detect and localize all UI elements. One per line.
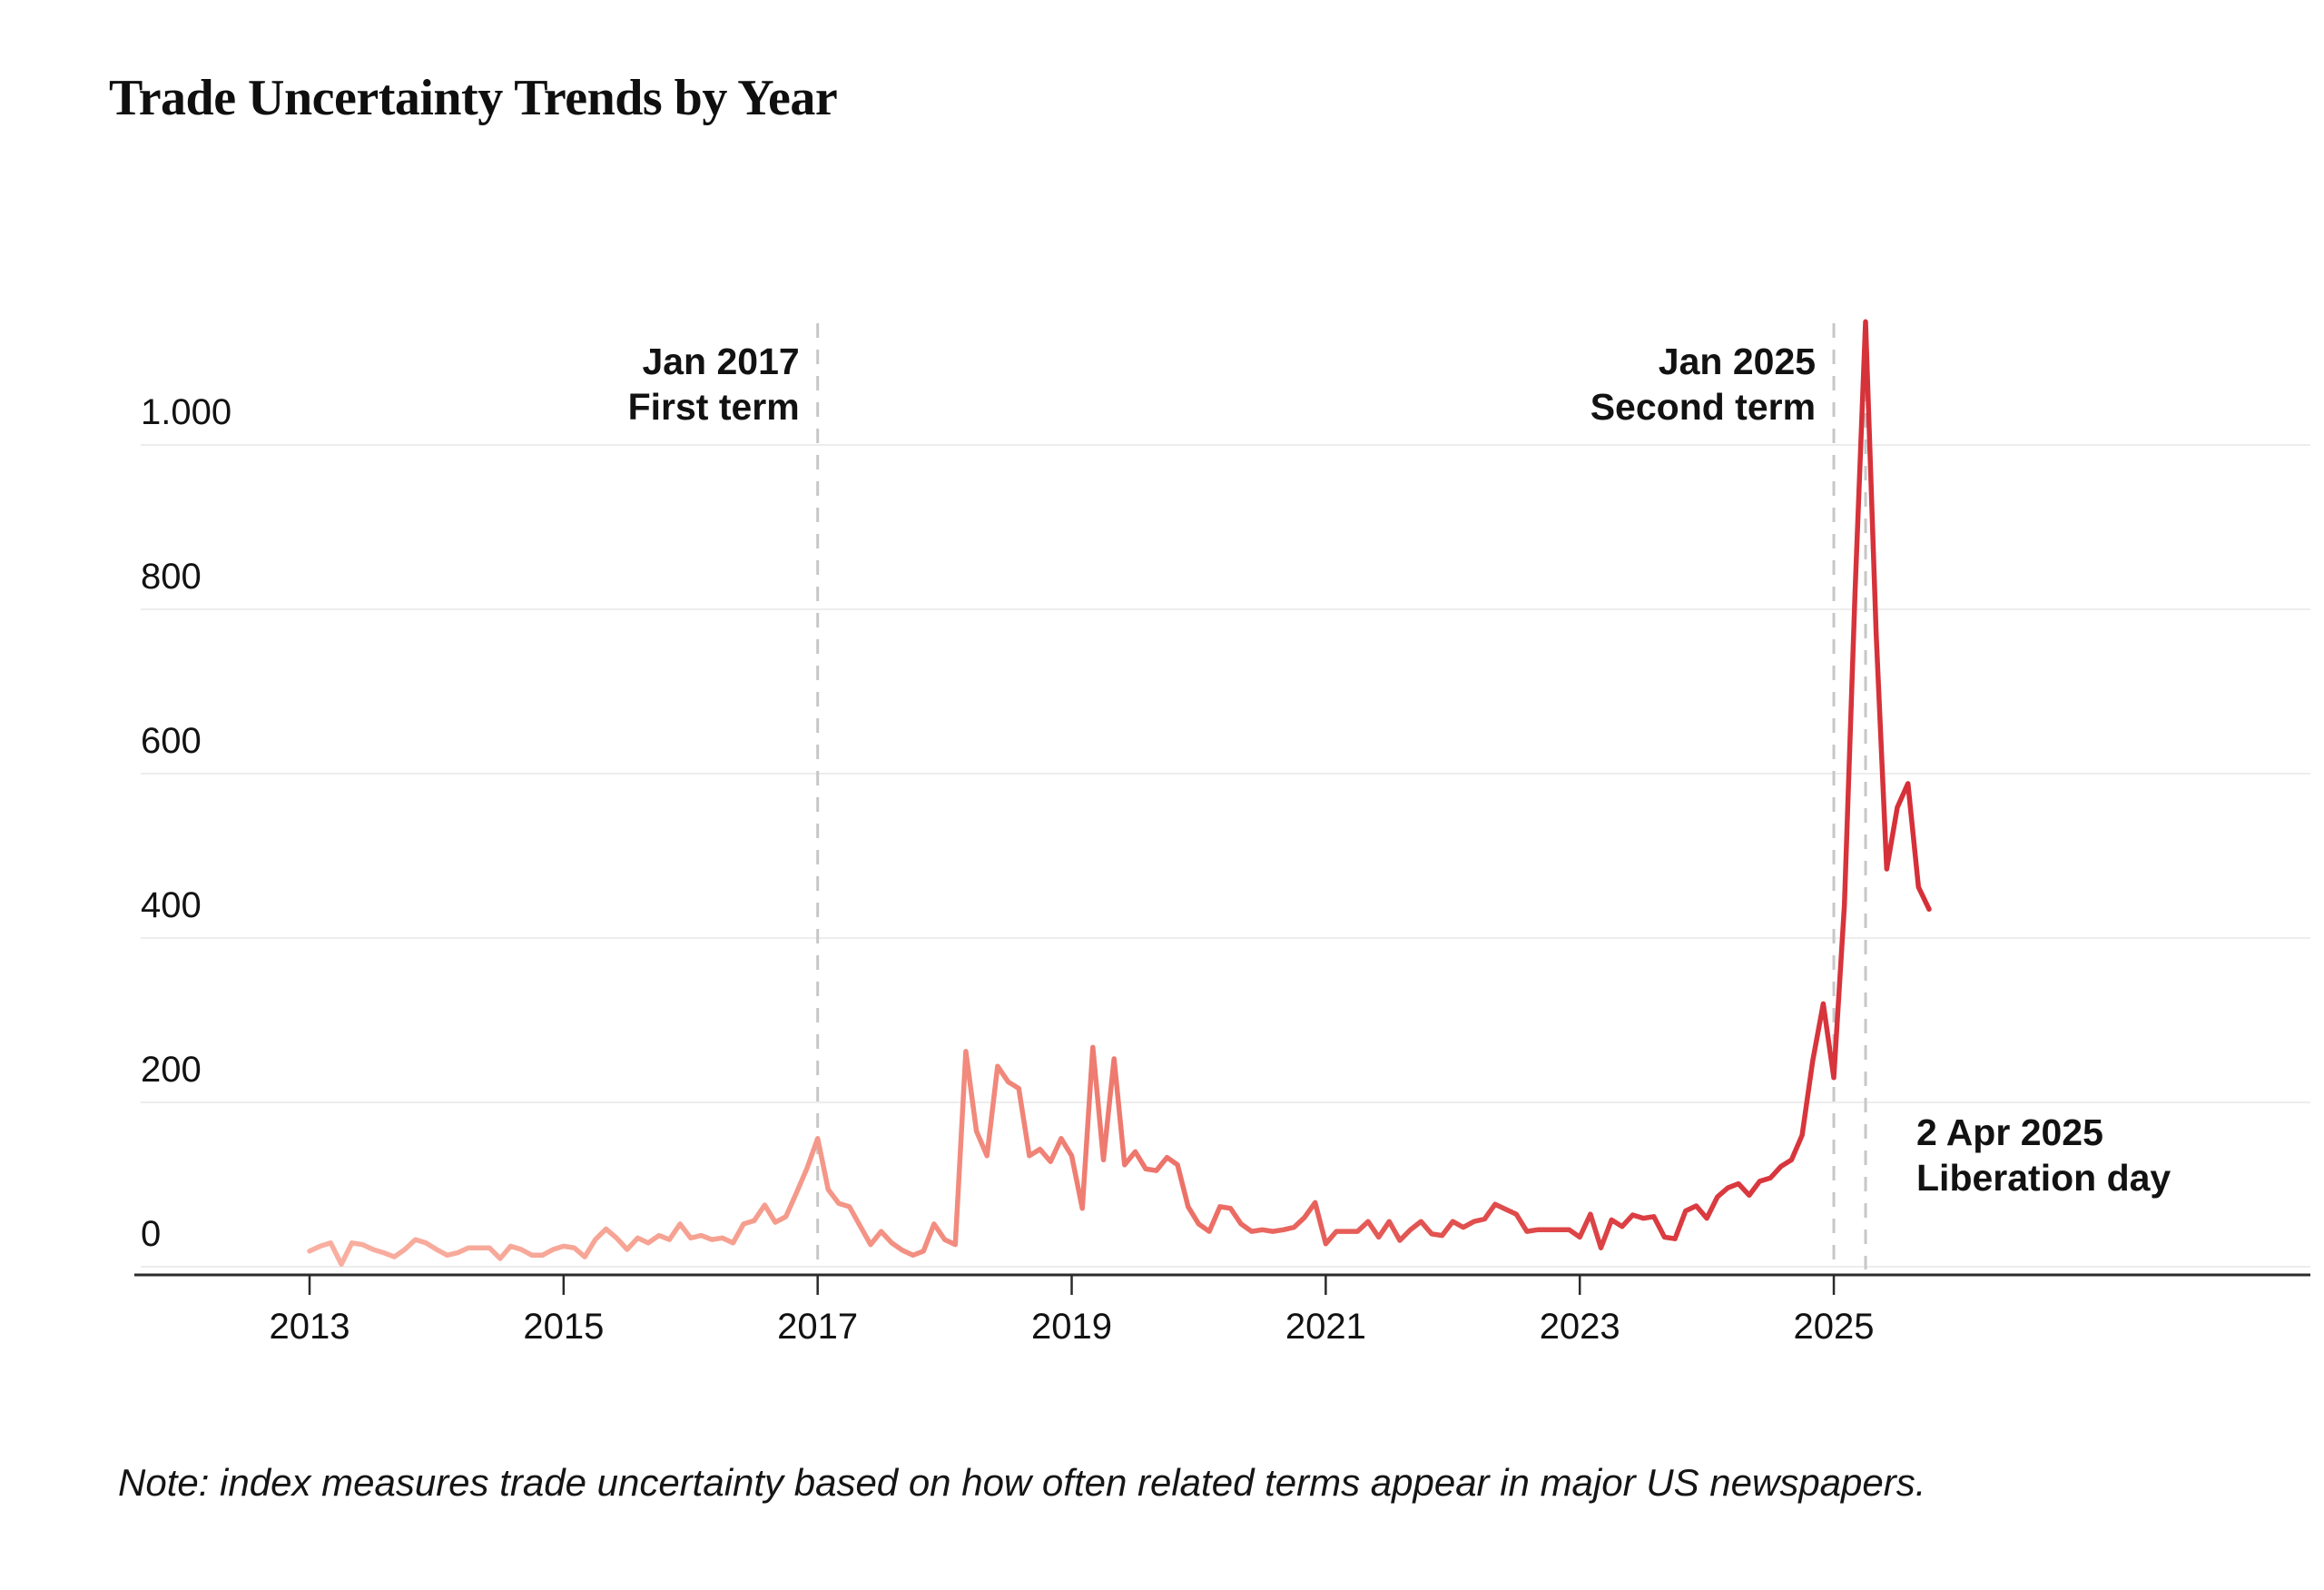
y-axis-tick-label: 400 [141,885,202,925]
x-axis-tick-label: 2023 [1539,1307,1620,1347]
y-axis-tick-label: 600 [141,721,202,761]
chart-note: Note: index measures trade uncertainty b… [118,1461,1926,1504]
y-axis-tick-label: 800 [141,557,202,597]
annotation-line: 2 Apr 2025 [1916,1111,2103,1153]
y-axis-tick-label: 0 [141,1214,162,1254]
x-axis-tick-label: 2017 [777,1307,859,1347]
annotation-line: First term [627,386,800,428]
annotation-line: Second term [1590,386,1817,428]
x-axis-tick-label: 2025 [1793,1307,1875,1347]
annotation-line: Jan 2025 [1658,341,1817,382]
y-axis-tick-label: 200 [141,1050,202,1090]
y-axis-tick-label: 1.000 [141,392,232,432]
x-axis-tick-label: 2021 [1285,1307,1366,1347]
annotation-jan-2017: Jan 2017 First term [628,339,800,430]
annotation-liberation-day: 2 Apr 2025 Liberation day [1916,1110,2171,1200]
chart-title: Trade Uncertainty Trends by Year [109,70,838,126]
annotation-line: Jan 2017 [642,341,800,382]
x-axis-tick-label: 2019 [1031,1307,1112,1347]
trade-uncertainty-line [307,319,1932,1268]
annotation-line: Liberation day [1916,1157,2171,1199]
annotation-jan-2025: Jan 2025 Second term [1590,339,1816,430]
x-axis-tick-label: 2013 [269,1307,350,1347]
x-axis-tick-label: 2015 [523,1307,605,1347]
